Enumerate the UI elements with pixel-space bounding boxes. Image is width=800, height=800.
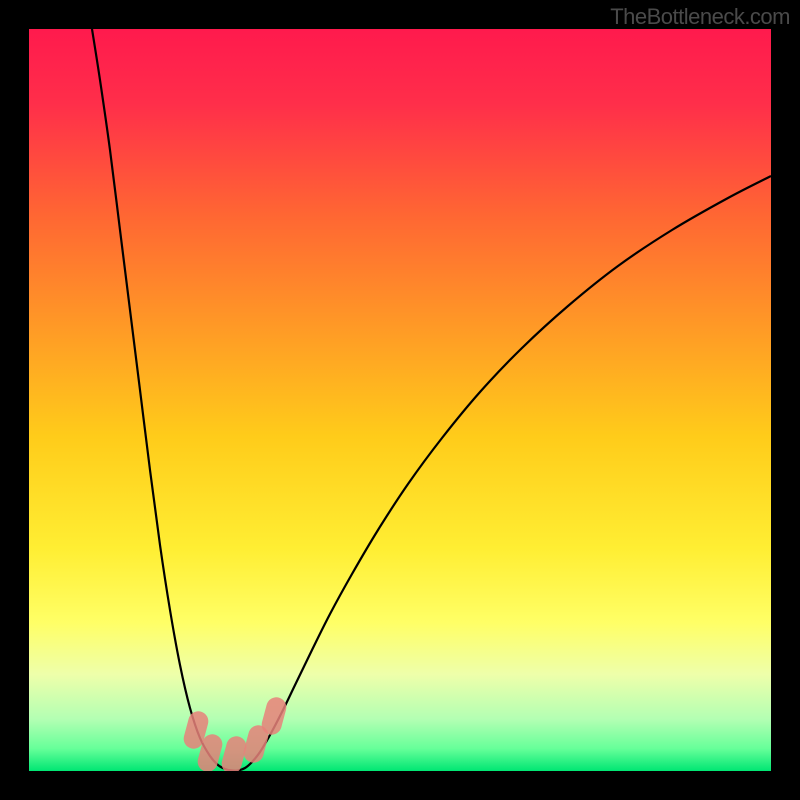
plot-svg <box>0 0 800 800</box>
chart-canvas: TheBottleneck.com <box>0 0 800 800</box>
watermark-text: TheBottleneck.com <box>610 4 790 30</box>
